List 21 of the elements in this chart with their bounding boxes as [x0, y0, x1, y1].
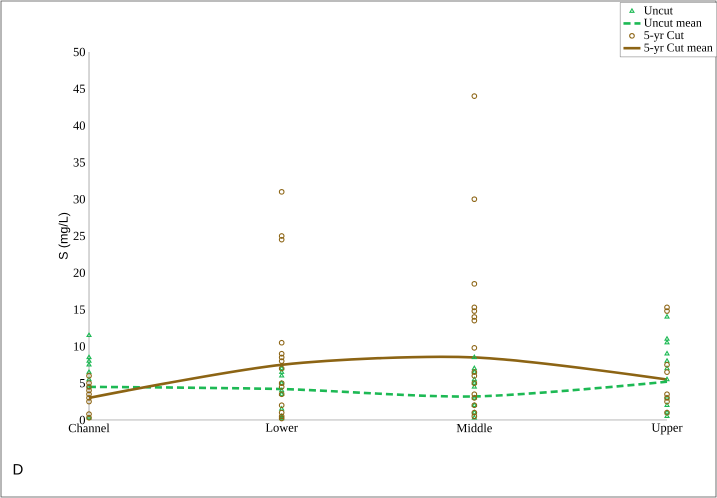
y-tick-label: 25 [74, 232, 85, 240]
y-tick-label: 0 [80, 416, 86, 424]
legend-label: 5-yr Cut [644, 31, 684, 42]
y-tick-label: 30 [74, 194, 86, 204]
x-tick-label: Channel [68, 424, 110, 432]
y-tick-label: 40 [73, 121, 86, 130]
y-tick-label: 20 [74, 268, 86, 277]
x-tick-label: Middle [456, 424, 492, 432]
y-axis-title: S (mg/L) [58, 212, 70, 260]
y-tick-label: 35 [74, 158, 85, 167]
y-tick-label: 5 [80, 379, 85, 388]
legend-label: Uncut mean [644, 18, 702, 27]
x-tick-label: Lower [266, 424, 298, 432]
legend-label: 5-yr Cut mean [644, 44, 713, 54]
y-tick-label: 10 [74, 342, 86, 351]
legend-label: Uncut [644, 6, 673, 14]
y-tick-label: 15 [74, 305, 85, 314]
y-tick-label: 45 [73, 84, 85, 93]
y-tick-label: 50 [74, 48, 86, 56]
text: D [14, 464, 23, 474]
x-tick-label: Upper [652, 424, 682, 434]
